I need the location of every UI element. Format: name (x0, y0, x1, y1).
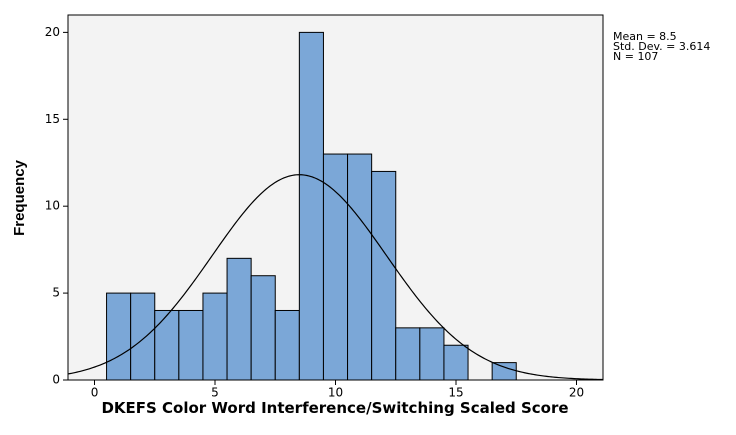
bar (202, 292, 228, 381)
stat-label: N = 107 (613, 50, 658, 63)
stat-label: Std. Dev. = 3.614 (613, 40, 710, 53)
normal-curve (67, 174, 604, 381)
bar (154, 309, 180, 381)
x-axis-label: DKEFS Color Word Interference/Switching … (101, 399, 569, 417)
stat-label: Mean = 8.5 (613, 30, 677, 43)
x-tick-label: 0 (91, 386, 99, 400)
bar (443, 344, 469, 381)
bar (347, 153, 373, 381)
y-tick-label: 20 (45, 25, 60, 39)
bar (371, 170, 397, 381)
bar (491, 362, 517, 381)
x-tick-label: 5 (211, 386, 219, 400)
y-tick-label: 10 (45, 199, 60, 213)
x-tick-label: 20 (569, 386, 584, 400)
bar (419, 327, 445, 381)
bar (250, 275, 276, 381)
y-tick-label: 5 (52, 286, 60, 300)
x-tick-label: 15 (448, 386, 463, 400)
x-tick-label: 10 (328, 386, 343, 400)
bar (322, 153, 349, 381)
y-tick-label: 0 (52, 373, 60, 387)
bar (274, 309, 300, 381)
bar (395, 327, 421, 381)
bar (130, 292, 156, 381)
bar (226, 257, 252, 381)
bar (298, 31, 324, 381)
y-axis-label: Frequency (11, 159, 28, 236)
y-tick-label: 15 (45, 112, 60, 126)
bar (106, 292, 132, 381)
bar (178, 309, 204, 381)
